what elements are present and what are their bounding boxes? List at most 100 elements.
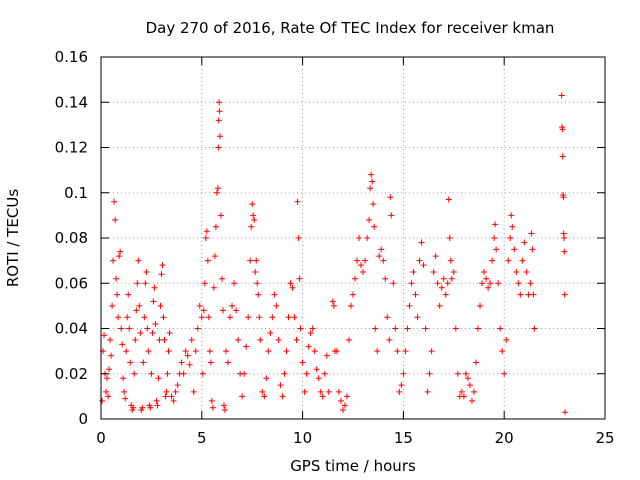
- data-point: [466, 382, 473, 389]
- data-point: [194, 325, 201, 332]
- data-point: [424, 388, 431, 395]
- data-point: [468, 397, 475, 404]
- data-point: [558, 92, 565, 99]
- y-tick-label: 0.16: [55, 48, 88, 66]
- data-point: [231, 280, 238, 287]
- data-point: [165, 348, 172, 355]
- data-point: [293, 336, 300, 343]
- data-point: [279, 393, 286, 400]
- data-point: [462, 370, 469, 377]
- data-point: [256, 314, 263, 321]
- data-point: [505, 257, 512, 264]
- data-point: [329, 298, 336, 305]
- axis-ticks: [100, 56, 606, 420]
- data-point: [203, 228, 210, 235]
- data-point: [164, 370, 171, 377]
- data-point: [206, 348, 213, 355]
- data-point: [259, 388, 266, 395]
- data-point: [509, 223, 516, 230]
- data-point: [110, 257, 117, 264]
- data-point: [356, 235, 363, 241]
- data-point: [372, 325, 379, 332]
- data-point: [442, 291, 449, 298]
- data-point: [529, 246, 536, 253]
- grid-lines: [101, 57, 605, 419]
- data-point: [390, 280, 397, 287]
- data-point: [492, 221, 499, 228]
- data-point: [528, 230, 535, 237]
- data-point: [559, 153, 566, 160]
- data-point: [216, 108, 223, 115]
- data-point: [267, 330, 274, 337]
- data-point: [166, 330, 173, 337]
- data-point: [330, 302, 337, 309]
- data-point: [503, 336, 510, 343]
- data-point: [229, 302, 236, 309]
- data-point: [350, 291, 356, 298]
- data-point: [517, 291, 524, 298]
- data-point: [137, 330, 144, 337]
- data-point: [483, 275, 490, 282]
- data-point: [360, 268, 367, 275]
- chart-title: Day 270 of 2016, Rate Of TEC Index for r…: [146, 19, 555, 37]
- data-point: [527, 280, 534, 287]
- data-point: [198, 314, 205, 321]
- data-point: [207, 359, 214, 366]
- data-point: [157, 302, 164, 309]
- data-point: [235, 336, 242, 343]
- data-point: [199, 370, 206, 377]
- x-tick-label: 0: [96, 429, 106, 447]
- data-point: [418, 239, 425, 246]
- data-point: [438, 284, 445, 291]
- data-point: [109, 302, 116, 309]
- x-tick-label: 15: [394, 429, 413, 447]
- data-point: [445, 196, 452, 203]
- data-point: [101, 332, 108, 339]
- data-point: [211, 253, 218, 260]
- data-point: [295, 235, 302, 241]
- data-point: [190, 388, 197, 395]
- data-point: [196, 302, 203, 309]
- data-point: [420, 262, 427, 269]
- data-point: [430, 268, 437, 275]
- data-point: [460, 393, 467, 400]
- data-point: [384, 314, 391, 321]
- data-point: [493, 246, 500, 253]
- data-point: [143, 268, 150, 275]
- data-point: [354, 257, 361, 264]
- data-point: [335, 388, 342, 395]
- data-point: [111, 198, 118, 205]
- data-point: [263, 375, 270, 382]
- data-point: [289, 284, 296, 291]
- data-point: [217, 212, 224, 219]
- data-point: [341, 402, 348, 409]
- data-point: [315, 375, 322, 382]
- x-tick-label: 10: [293, 429, 312, 447]
- data-point: [221, 406, 228, 413]
- data-point: [161, 336, 168, 343]
- data-point: [269, 314, 276, 321]
- data-point: [487, 280, 494, 287]
- data-point: [116, 253, 123, 260]
- data-point: [294, 198, 301, 205]
- data-point: [392, 325, 399, 332]
- data-point: [450, 268, 457, 275]
- data-point: [301, 388, 308, 395]
- data-point: [386, 336, 393, 343]
- data-point: [560, 194, 567, 201]
- data-point: [249, 201, 256, 208]
- data-point: [273, 302, 280, 309]
- data-point: [479, 280, 486, 287]
- data-point: [250, 212, 257, 219]
- data-point: [135, 257, 142, 264]
- data-point: [108, 352, 115, 359]
- data-point: [147, 404, 154, 411]
- y-tick-label: 0.02: [55, 365, 88, 383]
- data-point: [287, 280, 294, 287]
- data-point: [303, 370, 310, 377]
- data-point: [426, 370, 433, 377]
- data-point: [154, 402, 161, 409]
- data-point: [132, 336, 139, 343]
- data-point: [277, 382, 284, 389]
- x-tick-label: 20: [495, 429, 514, 447]
